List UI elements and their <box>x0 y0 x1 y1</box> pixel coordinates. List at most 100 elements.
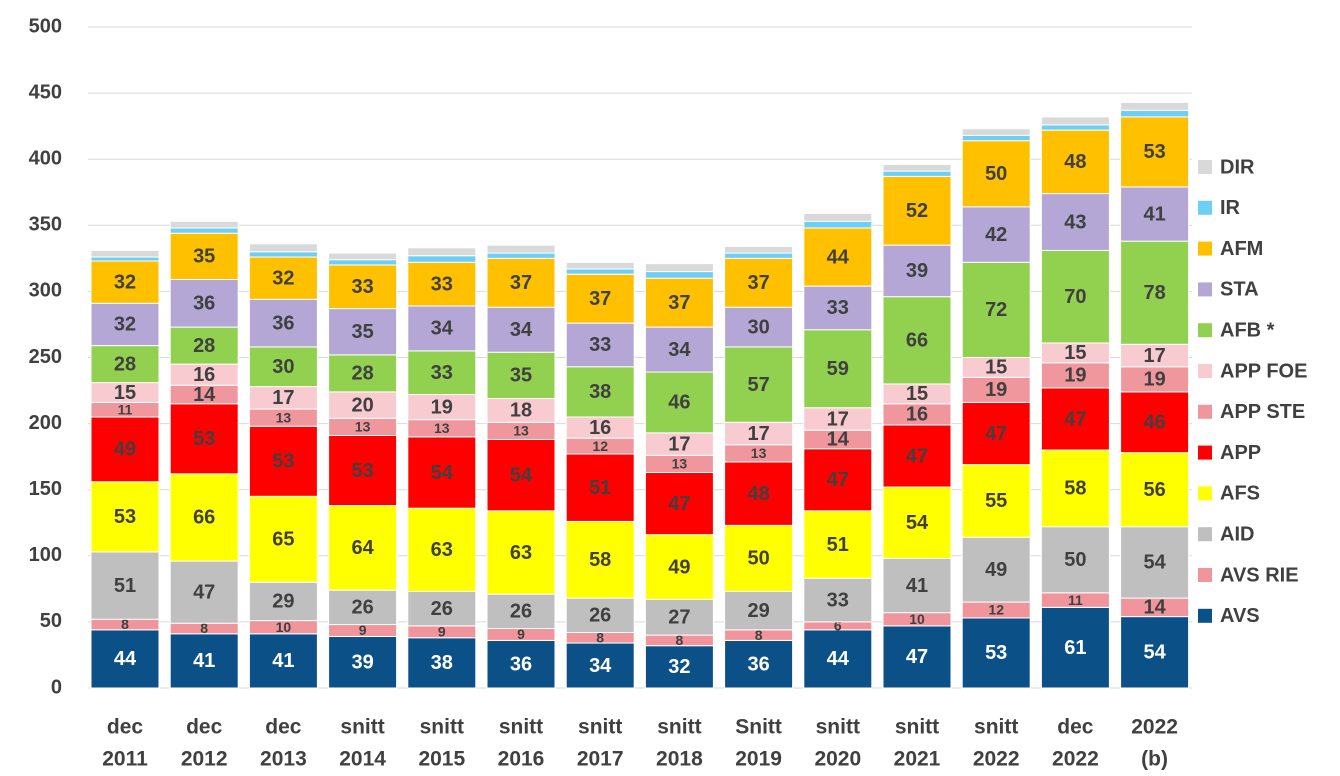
data-label: 10 <box>276 619 292 635</box>
bar-segment <box>90 302 160 347</box>
bar-segment <box>882 163 952 172</box>
data-label: 58 <box>1064 478 1086 500</box>
data-label: 18 <box>510 400 532 422</box>
bar-segment <box>644 598 714 636</box>
legend-label: AID <box>1220 523 1254 545</box>
data-label: 12 <box>592 438 608 454</box>
bar-segment <box>486 306 556 353</box>
data-label: 41 <box>193 650 215 672</box>
data-label: 36 <box>510 653 532 675</box>
bar-segment <box>1120 452 1190 528</box>
bar-segment <box>328 505 398 591</box>
legend-label: STA <box>1220 279 1259 301</box>
bar-segment <box>882 175 952 246</box>
y-tick-label: 150 <box>29 478 62 500</box>
x-tick-label: dec <box>186 716 223 739</box>
data-label: 66 <box>193 507 215 529</box>
bar-segment <box>1040 362 1110 389</box>
data-label: 16 <box>589 417 611 439</box>
data-label: 57 <box>747 374 769 396</box>
legend-swatch <box>1198 486 1212 501</box>
data-label: 34 <box>589 655 612 677</box>
legend-label: AFB * <box>1220 319 1275 341</box>
bar-segment <box>486 639 556 689</box>
bar-segment <box>961 536 1031 603</box>
bar-segment <box>1040 249 1110 344</box>
data-label: 13 <box>276 409 292 425</box>
bar-segment <box>407 255 477 263</box>
x-tick-label: (b) <box>1141 748 1168 771</box>
legend-swatch <box>1198 527 1212 542</box>
y-tick-label: 450 <box>29 81 62 103</box>
legend-swatch <box>1198 160 1212 174</box>
data-label: 11 <box>118 401 133 417</box>
bar-segment <box>1040 116 1110 126</box>
data-label: 53 <box>351 460 373 482</box>
bar-segment <box>1040 129 1110 195</box>
data-label: 55 <box>985 490 1007 512</box>
bar-segment <box>724 639 794 689</box>
bar-segment <box>169 326 239 365</box>
data-label: 33 <box>431 273 453 295</box>
data-label: 29 <box>747 600 769 622</box>
data-label: 32 <box>114 314 136 336</box>
data-label: 53 <box>985 642 1007 664</box>
data-label: 28 <box>193 335 215 357</box>
y-tick-label: 200 <box>29 412 62 434</box>
data-label: 48 <box>1064 151 1086 173</box>
data-label: 9 <box>359 622 367 638</box>
legend-swatch <box>1198 404 1212 419</box>
data-label: 44 <box>114 648 137 670</box>
bar-segment <box>961 134 1031 142</box>
bar-segment <box>961 464 1031 538</box>
data-label: 27 <box>668 607 690 629</box>
bar-segment <box>328 434 398 507</box>
x-tick-label: snitt <box>420 716 464 739</box>
bar-segment <box>486 252 556 259</box>
bar-segment <box>882 296 952 385</box>
y-tick-label: 250 <box>29 346 62 368</box>
data-label: 53 <box>272 451 294 473</box>
bar-segment <box>724 346 794 423</box>
bar-segment <box>90 345 160 384</box>
data-label: 41 <box>906 575 928 597</box>
data-label: 41 <box>1143 203 1165 225</box>
data-label: 47 <box>985 423 1007 445</box>
bar-segment <box>1120 116 1190 188</box>
bar-segment <box>1040 526 1110 594</box>
bar-segment <box>1120 186 1190 242</box>
x-tick-label: snitt <box>499 716 543 739</box>
bar-segment <box>169 279 239 328</box>
bar-segment <box>248 298 318 348</box>
data-label: 35 <box>193 246 215 268</box>
bar-segment <box>407 436 477 509</box>
bar-segment <box>90 249 160 258</box>
legend-swatch <box>1198 282 1212 297</box>
data-label: 47 <box>668 493 690 515</box>
bar-segment <box>724 590 794 631</box>
legend-label: APP <box>1220 442 1261 464</box>
data-label: 26 <box>589 605 611 627</box>
bar-segment <box>90 629 160 689</box>
data-label: 30 <box>747 316 769 338</box>
bar-segment <box>169 403 239 475</box>
bar-segment <box>328 308 398 356</box>
data-label: 42 <box>985 224 1007 246</box>
bar-segment <box>407 261 477 307</box>
data-label: 54 <box>1143 642 1166 664</box>
data-label: 52 <box>906 200 928 222</box>
bar-segment <box>328 589 398 626</box>
bar-segment <box>248 251 318 258</box>
data-label: 17 <box>827 408 849 430</box>
bar-segment <box>803 285 873 331</box>
y-tick-label: 300 <box>29 280 62 302</box>
bar-segment <box>961 261 1031 359</box>
data-label: 33 <box>431 362 453 384</box>
bar-segment <box>1120 616 1190 689</box>
data-label: 47 <box>193 581 215 603</box>
y-tick-label: 100 <box>29 544 62 566</box>
x-tick-label: dec <box>265 716 302 739</box>
data-label: 15 <box>114 382 136 404</box>
data-label: 8 <box>121 616 129 632</box>
x-tick-label: 2018 <box>656 748 703 771</box>
